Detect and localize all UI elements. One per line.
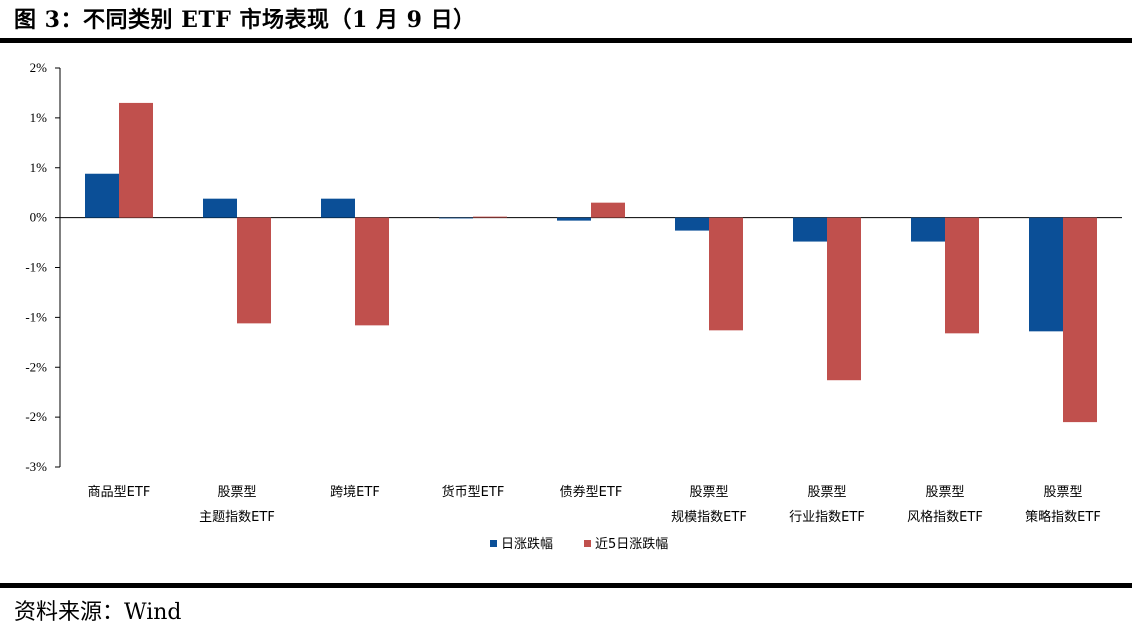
bar [793, 217, 827, 242]
bar [557, 217, 591, 221]
y-tick-label: 1% [30, 110, 48, 125]
bar [321, 198, 355, 218]
x-category-label: 股票型 [217, 485, 256, 500]
x-category-label: 股票型 [1043, 485, 1082, 500]
y-tick-label: 1% [30, 160, 48, 175]
x-category-label: 股票型 [689, 485, 728, 500]
bar [675, 217, 709, 231]
bar [473, 216, 507, 218]
x-category-label: 商品型ETF [88, 485, 151, 500]
bar [827, 217, 861, 381]
bar [1029, 217, 1063, 332]
bar [1063, 217, 1097, 423]
top-rule [0, 38, 1132, 43]
bottom-rule [0, 583, 1132, 588]
x-category-label: 策略指数ETF [1025, 509, 1101, 525]
x-category-label: 主题指数ETF [199, 510, 275, 525]
legend-label: 近5日涨跌幅 [595, 536, 668, 552]
x-category-label: 行业指数ETF [789, 510, 865, 525]
figure-title: 图 3：不同类别 ETF 市场表现（1 月 9 日） [14, 7, 476, 33]
bar [85, 173, 119, 218]
y-tick-label: 0% [30, 210, 48, 225]
bar [945, 217, 979, 334]
x-category-label: 股票型 [807, 485, 846, 500]
y-tick-label: -1% [25, 260, 47, 275]
x-category-label: 跨境ETF [330, 485, 380, 500]
x-category-label: 规模指数ETF [671, 510, 747, 525]
bar [911, 217, 945, 242]
legend-label: 日涨跌幅 [501, 536, 553, 552]
y-tick-label: -2% [25, 409, 47, 424]
bar [203, 198, 237, 218]
x-category-label: 风格指数ETF [907, 509, 983, 525]
bar [237, 217, 271, 324]
bar [709, 217, 743, 331]
source-note: 资料来源：Wind [14, 600, 182, 625]
y-tick-label: -3% [25, 459, 47, 474]
x-category-label: 债券型ETF [560, 484, 623, 500]
y-tick-label: 2% [30, 60, 48, 75]
x-category-label: 股票型 [925, 485, 964, 500]
y-tick-label: -1% [25, 309, 47, 324]
bar [439, 217, 473, 219]
legend-swatch [490, 540, 497, 547]
y-tick-label: -2% [25, 359, 47, 374]
legend-swatch [584, 540, 591, 547]
bar-chart: 2% 1% 1% 0% -1% -1% -2% -2% -3% 商品型ETF 股票型主题指数ETF… [25, 60, 1122, 552]
x-category-label: 货币型ETF [442, 484, 505, 500]
bar [119, 102, 153, 218]
bar [355, 217, 389, 326]
bar [591, 202, 625, 218]
